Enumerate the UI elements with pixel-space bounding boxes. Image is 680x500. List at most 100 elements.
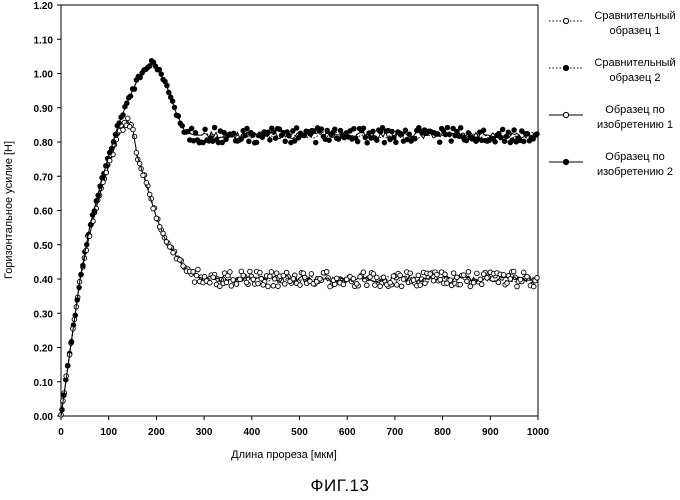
data-point [123, 104, 128, 109]
data-point [73, 313, 78, 318]
data-point [165, 83, 170, 88]
data-point [516, 136, 521, 141]
y-tick-label: 0.00 [34, 412, 54, 423]
data-point [325, 128, 330, 133]
data-point [333, 127, 338, 132]
data-point [436, 132, 441, 137]
data-point [171, 250, 176, 255]
data-point [355, 139, 360, 144]
data-point [455, 129, 460, 134]
series-layer [59, 58, 540, 417]
data-point [313, 140, 318, 145]
data-point [321, 134, 326, 139]
data-point [196, 267, 201, 272]
y-tick-label: 1.20 [34, 1, 54, 12]
data-point [448, 278, 453, 283]
data-point [447, 132, 452, 137]
y-tick-label: 0.90 [34, 104, 54, 115]
data-point [398, 273, 403, 278]
data-point [189, 126, 194, 131]
series-2 [60, 60, 538, 416]
data-point [478, 277, 483, 282]
data-point [365, 283, 370, 288]
data-point [394, 140, 399, 145]
line-chart: 01002003004005006007008009001000 0.000.1… [0, 0, 680, 470]
data-point [247, 139, 252, 144]
data-point [512, 128, 517, 133]
data-point [437, 140, 442, 145]
data-point [252, 141, 257, 146]
x-tick-label: 700 [387, 427, 404, 438]
data-point [168, 95, 173, 100]
x-tick-label: 900 [482, 427, 499, 438]
data-point [268, 138, 273, 143]
data-point [485, 276, 490, 281]
data-point [141, 173, 146, 178]
data-point [474, 139, 479, 144]
data-point [203, 127, 208, 132]
figure-caption: ФИГ.13 [0, 476, 680, 496]
data-point [479, 282, 484, 287]
data-point [497, 131, 502, 136]
data-point [462, 138, 467, 143]
data-point [465, 279, 470, 284]
data-point [489, 136, 494, 141]
y-tick-label: 0.20 [34, 344, 54, 355]
data-point [184, 130, 189, 135]
legend-item-4: Образец по изобретению 2 [549, 151, 673, 178]
data-point [104, 164, 109, 169]
data-point [382, 140, 387, 145]
data-point [461, 273, 466, 278]
data-point [111, 140, 116, 145]
data-point [244, 280, 249, 285]
data-point [271, 284, 276, 289]
data-point [191, 270, 196, 275]
data-point [230, 133, 235, 138]
data-point [287, 133, 292, 138]
data-point [449, 139, 454, 144]
data-point [354, 282, 359, 287]
data-point [251, 277, 256, 282]
y-tick-label: 1.00 [34, 70, 54, 81]
data-point [208, 281, 213, 286]
data-point [428, 272, 433, 277]
data-point [256, 281, 261, 286]
data-point [341, 282, 346, 287]
data-point [291, 276, 296, 281]
data-point [161, 77, 166, 82]
legend-label: изобретению 2 [597, 166, 673, 178]
x-axis-title: Длина прореза [мкм] [231, 449, 337, 461]
data-point [363, 135, 368, 140]
data-point [401, 277, 406, 282]
x-tick-label: 500 [291, 427, 308, 438]
data-point [261, 283, 266, 288]
legend-label: Образец по [605, 151, 664, 163]
data-point [85, 242, 90, 247]
data-point [199, 140, 204, 145]
data-point [471, 280, 476, 285]
series-3 [61, 121, 540, 416]
data-point [502, 139, 507, 144]
y-tick-label: 0.10 [34, 378, 54, 389]
y-axis-title: Горизонтальное усилие [Н] [3, 141, 15, 279]
data-point [531, 284, 536, 289]
data-point [130, 87, 135, 92]
data-point [157, 225, 162, 230]
series-line [61, 121, 538, 416]
data-point [234, 282, 239, 287]
data-point [144, 180, 149, 185]
data-point [511, 269, 516, 274]
data-point [119, 115, 124, 120]
data-point [505, 281, 510, 286]
data-point [275, 126, 280, 131]
legend-marker [563, 18, 568, 23]
y-tick-label: 1.10 [34, 35, 54, 46]
data-point [375, 275, 380, 280]
data-point [224, 280, 229, 285]
data-point [258, 270, 263, 275]
data-point [531, 137, 536, 142]
y-axis: 0.000.100.200.300.400.500.600.700.800.90… [34, 1, 61, 423]
data-point [371, 129, 376, 134]
data-point [137, 161, 142, 166]
x-tick-label: 1000 [527, 427, 550, 438]
